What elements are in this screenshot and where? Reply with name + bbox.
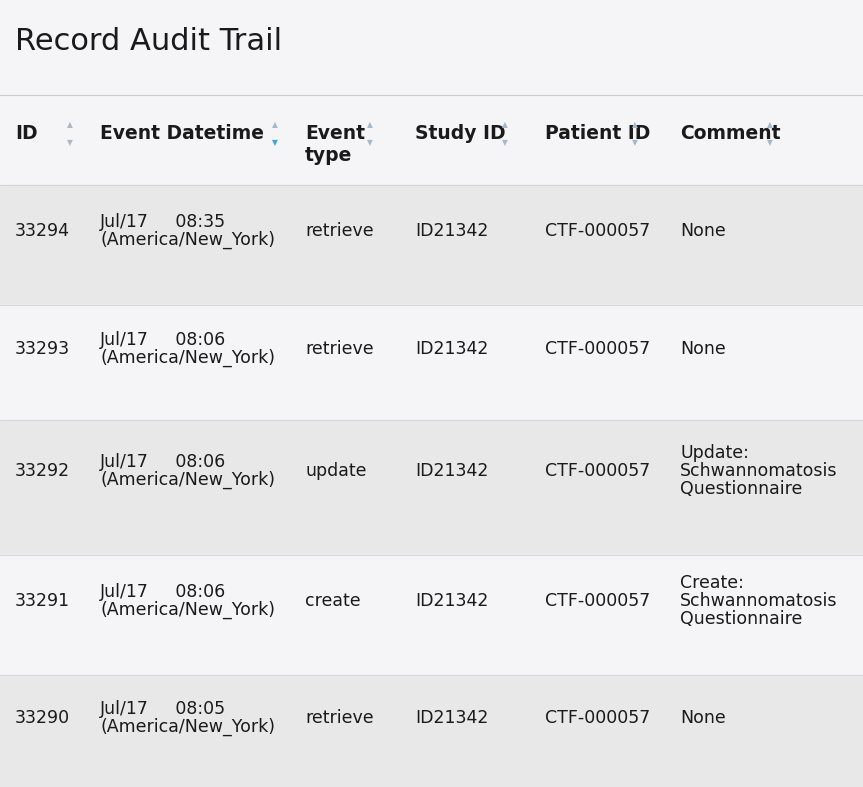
Text: 33293: 33293 [15,340,70,358]
Text: update: update [305,462,367,480]
Text: ▼: ▼ [767,139,773,147]
Bar [0,675,863,787]
Text: CTF-000057: CTF-000057 [545,222,650,239]
Text: CTF-000057: CTF-000057 [545,340,650,358]
Text: ID21342: ID21342 [415,462,488,480]
Text: ID: ID [15,124,38,143]
Text: Comment: Comment [680,124,780,143]
Text: create: create [305,592,361,610]
Text: (America/New_York): (America/New_York) [100,349,275,367]
Text: ▼: ▼ [367,139,373,147]
Text: ▲: ▲ [67,120,73,129]
Text: (America/New_York): (America/New_York) [100,600,275,619]
Text: ▲: ▲ [367,120,373,129]
Bar [0,555,863,675]
Text: Create:: Create: [680,574,744,592]
Text: ▼: ▼ [272,139,278,147]
Bar [0,420,863,555]
Text: Jul/17     08:06: Jul/17 08:06 [100,331,226,349]
Text: ▲: ▲ [632,120,638,129]
Text: ▼: ▼ [632,139,638,147]
Text: Update:: Update: [680,445,749,462]
Text: None: None [680,222,726,239]
Text: (America/New_York): (America/New_York) [100,231,275,249]
Text: Jul/17     08:35: Jul/17 08:35 [100,212,226,231]
Text: ▲: ▲ [502,120,508,129]
Text: ID21342: ID21342 [415,340,488,358]
Text: 33290: 33290 [15,708,70,726]
Text: retrieve: retrieve [305,222,374,239]
Text: Schwannomatosis: Schwannomatosis [680,462,837,480]
Text: Questionnaire: Questionnaire [680,480,803,498]
Text: retrieve: retrieve [305,708,374,726]
Bar [0,305,863,420]
Text: ID21342: ID21342 [415,708,488,726]
Text: ▼: ▼ [67,139,73,147]
Text: ID21342: ID21342 [415,592,488,610]
Text: ID21342: ID21342 [415,222,488,239]
Text: Jul/17     08:06: Jul/17 08:06 [100,453,226,471]
Text: CTF-000057: CTF-000057 [545,462,650,480]
Text: (America/New_York): (America/New_York) [100,471,275,490]
Text: Jul/17     08:05: Jul/17 08:05 [100,700,226,718]
Text: None: None [680,708,726,726]
Text: 33292: 33292 [15,462,70,480]
Text: ▼: ▼ [502,139,508,147]
Text: CTF-000057: CTF-000057 [545,592,650,610]
Text: Event: Event [305,124,365,143]
Text: 33294: 33294 [15,222,70,239]
Text: Event Datetime: Event Datetime [100,124,264,143]
Text: CTF-000057: CTF-000057 [545,708,650,726]
Text: 33291: 33291 [15,592,70,610]
Text: type: type [305,146,352,165]
Text: Patient ID: Patient ID [545,124,651,143]
Text: Schwannomatosis: Schwannomatosis [680,592,837,610]
Text: Study ID: Study ID [415,124,506,143]
Text: (America/New_York): (America/New_York) [100,718,275,736]
Text: Questionnaire: Questionnaire [680,610,803,627]
Text: ▲: ▲ [272,120,278,129]
Text: Jul/17     08:06: Jul/17 08:06 [100,582,226,600]
Text: None: None [680,340,726,358]
Text: retrieve: retrieve [305,340,374,358]
Bar [0,185,863,305]
Text: ▲: ▲ [767,120,773,129]
Text: Record Audit Trail: Record Audit Trail [15,27,282,56]
Bar [0,97,863,185]
